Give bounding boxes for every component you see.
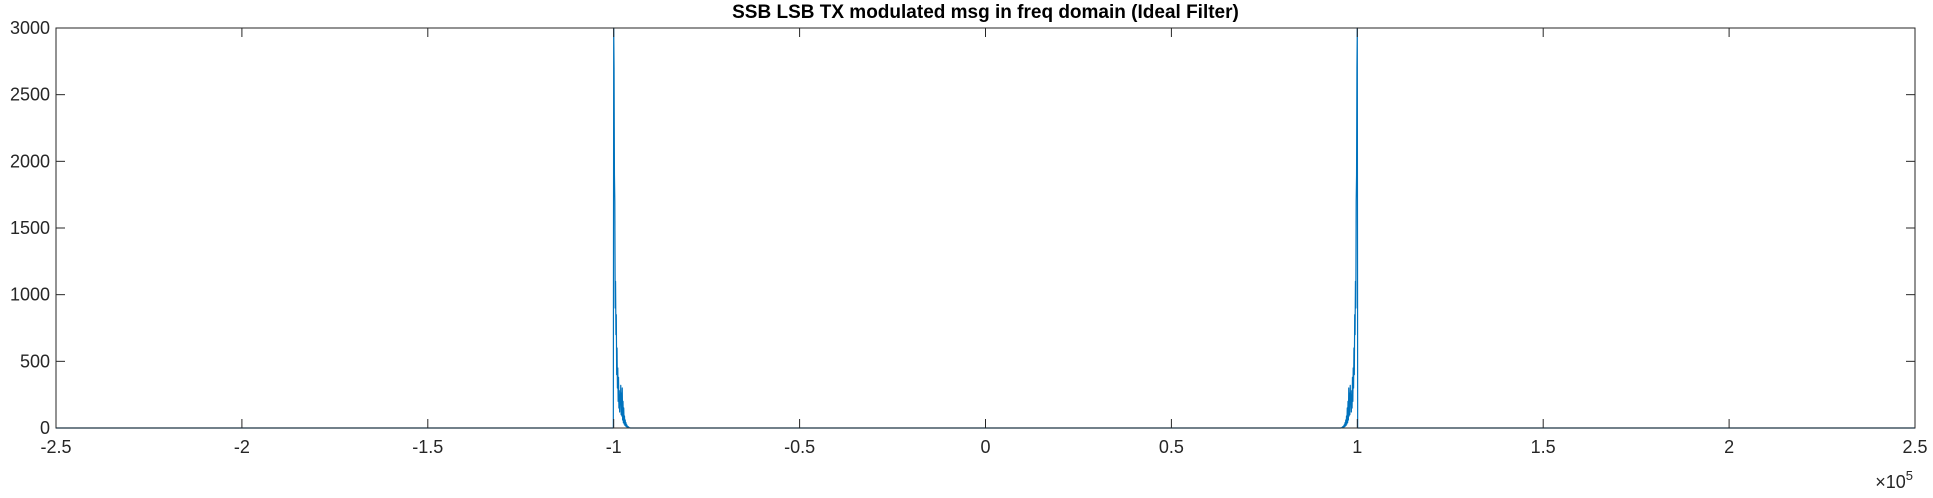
y-tick-label: 2000 bbox=[10, 151, 50, 171]
x-tick-label: -1 bbox=[606, 437, 622, 457]
chart-title: SSB LSB TX modulated msg in freq domain … bbox=[732, 2, 1239, 23]
y-tick-label: 500 bbox=[20, 351, 50, 371]
x-tick-label: -2.5 bbox=[40, 437, 71, 457]
x-tick-label: -0.5 bbox=[784, 437, 815, 457]
x-tick-label: 2 bbox=[1724, 437, 1734, 457]
y-tick-label: 2500 bbox=[10, 85, 50, 105]
y-tick-label: 1500 bbox=[10, 218, 50, 238]
x-tick-label: 2.5 bbox=[1902, 437, 1927, 457]
x-tick-label: 1 bbox=[1352, 437, 1362, 457]
x-exponent-label: ×105 bbox=[1875, 468, 1913, 492]
x-tick-label: 0 bbox=[980, 437, 990, 457]
x-tick-label: -1.5 bbox=[412, 437, 443, 457]
y-tick-label: 1000 bbox=[10, 285, 50, 305]
x-tick-label: -2 bbox=[234, 437, 250, 457]
series-line-0 bbox=[56, 27, 1915, 429]
plot-area-frame bbox=[55, 27, 1916, 429]
x-tick-label: 1.5 bbox=[1531, 437, 1556, 457]
x-exponent-power: 5 bbox=[1906, 468, 1913, 483]
y-tick-label: 3000 bbox=[10, 18, 50, 38]
x-tick-label: 0.5 bbox=[1159, 437, 1184, 457]
y-tick-label: 0 bbox=[40, 418, 50, 438]
